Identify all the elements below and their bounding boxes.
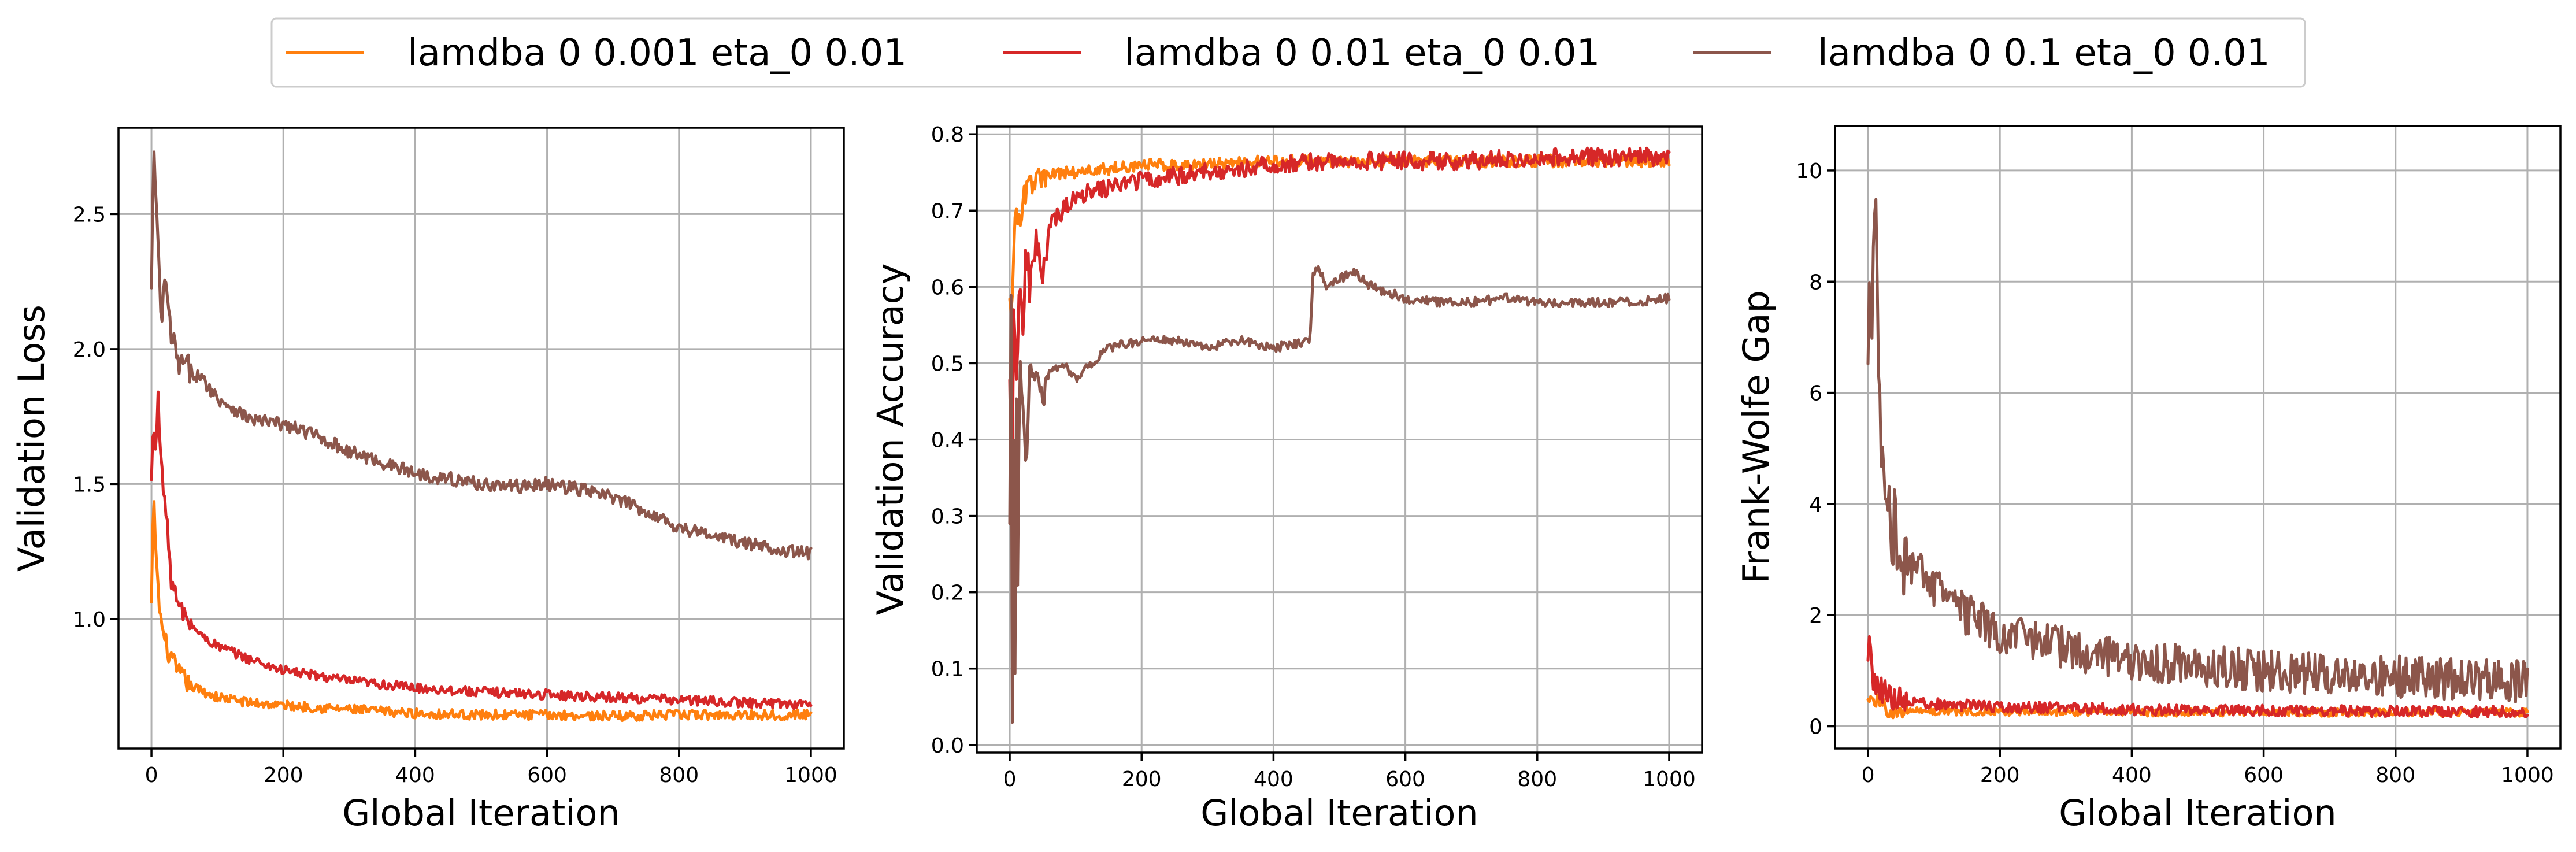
- series-line-3: [1008, 265, 1671, 724]
- x-ticks: 0 200 400 600 800 1000: [1862, 749, 2554, 787]
- x-ticks: 0 200 400 600 800 1000: [145, 749, 837, 787]
- y-tick-label: 0: [1809, 716, 1822, 739]
- plot-frame: [1834, 125, 2562, 750]
- x-ticks: 0 200 400 600 800 1000: [1003, 753, 1696, 791]
- legend-entry-3: lamdba 0 0.1 eta_0 0.01: [1693, 32, 2270, 75]
- x-axis-label: Global Iteration: [1200, 792, 1478, 834]
- chart-validation-loss: 0 200 400 600 800 1000 1.0 1.5 2.0 2.5 Global It…: [10, 127, 845, 834]
- plot-lines: [1008, 146, 1671, 724]
- legend-label-1: lamdba 0 0.001 eta_0 0.01: [407, 32, 907, 75]
- x-tick-label: 600: [2244, 764, 2284, 787]
- series-line-1: [1866, 694, 2529, 720]
- x-tick-label: 400: [2112, 764, 2152, 787]
- y-tick-label: 0.3: [931, 505, 964, 529]
- y-axis-label: Frank-Wolfe Gap: [1735, 290, 1777, 584]
- x-tick-label: 0: [1862, 764, 1875, 787]
- x-tick-label: 200: [1980, 764, 2020, 787]
- series-line-2: [1866, 635, 2529, 719]
- x-tick-label: 200: [1122, 768, 1162, 791]
- y-tick-label: 0.1: [931, 658, 964, 681]
- y-ticks: 0.0 0.1 0.2 0.3 0.4 0.5 0.6 0.7 0.8: [931, 123, 977, 758]
- plot-lines: [150, 150, 813, 723]
- y-tick-label: 6: [1809, 382, 1822, 406]
- x-axis-label: Global Iteration: [2059, 792, 2336, 834]
- x-tick-label: 0: [145, 764, 158, 787]
- y-tick-label: 2.5: [73, 203, 106, 227]
- x-tick-label: 400: [395, 764, 435, 787]
- y-tick-label: 2.0: [73, 338, 106, 362]
- y-tick-label: 0.7: [931, 199, 964, 223]
- y-ticks: 1.0 1.5 2.0 2.5: [73, 203, 118, 632]
- y-tick-label: 0.0: [931, 734, 964, 758]
- series-line-1: [150, 500, 813, 723]
- x-tick-label: 1000: [1643, 768, 1696, 791]
- y-tick-label: 0.5: [931, 352, 964, 376]
- x-tick-label: 1000: [2501, 764, 2554, 787]
- plot-lines: [1866, 198, 2529, 720]
- x-tick-label: 400: [1254, 768, 1293, 791]
- y-tick-label: 1.0: [73, 608, 106, 632]
- y-tick-label: 2: [1809, 604, 1822, 628]
- legend-label-3: lamdba 0 0.1 eta_0 0.01: [1818, 32, 2270, 75]
- y-tick-label: 4: [1809, 493, 1822, 517]
- series-line-3: [1866, 198, 2529, 703]
- y-tick-label: 1.5: [73, 473, 106, 497]
- series-line-3: [150, 150, 813, 561]
- legend-entry-1: lamdba 0 0.001 eta_0 0.01: [286, 32, 907, 75]
- chart-frank-wolfe-gap: 0 200 400 600 800 1000 0 2 4 6 8 10 Global Iterati…: [1735, 125, 2562, 834]
- y-grid: [977, 133, 1702, 746]
- y-tick-label: 0.8: [931, 123, 964, 147]
- y-tick-label: 0.4: [931, 429, 964, 453]
- plot-frame: [117, 127, 845, 750]
- x-tick-label: 800: [1517, 768, 1557, 791]
- y-tick-label: 0.6: [931, 276, 964, 299]
- x-tick-label: 600: [527, 764, 567, 787]
- legend-frame: [270, 17, 2306, 88]
- y-grid: [118, 213, 844, 620]
- chart-validation-accuracy: 0 200 400 600 800 1000 0.00.10.20.30.40.50.60…: [869, 123, 1703, 834]
- x-tick-label: 1000: [784, 764, 837, 787]
- x-axis-label: Global Iteration: [342, 792, 620, 834]
- legend-entry-2: lamdba 0 0.01 eta_0 0.01: [1003, 32, 1600, 75]
- x-tick-label: 800: [2375, 764, 2415, 787]
- legend-label-2: lamdba 0 0.01 eta_0 0.01: [1124, 32, 1600, 75]
- series-line-2: [1008, 146, 1671, 476]
- x-tick-label: 800: [659, 764, 699, 787]
- x-tick-label: 600: [1385, 768, 1425, 791]
- x-grid: [150, 128, 812, 749]
- y-tick-label: 0.2: [931, 581, 964, 605]
- y-tick-label: 10: [1796, 160, 1822, 183]
- y-axis-label: Validation Accuracy: [869, 264, 911, 616]
- y-ticks: 0 2 4 6 8 10: [1796, 160, 1835, 739]
- x-tick-label: 200: [264, 764, 303, 787]
- y-grid: [1835, 169, 2560, 728]
- y-axis-label: Validation Loss: [10, 305, 53, 572]
- legend: lamdba 0 0.001 eta_0 0.01 lamdba 0 0.01 …: [270, 17, 2306, 88]
- series-line-2: [150, 390, 813, 710]
- x-tick-label: 0: [1003, 768, 1017, 791]
- y-tick-label: 8: [1809, 271, 1822, 294]
